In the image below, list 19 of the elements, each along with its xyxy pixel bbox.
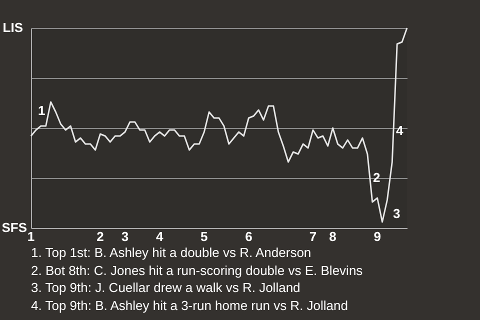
annotation: 1 <box>38 103 46 118</box>
x-tick-label: 2 <box>96 229 104 244</box>
text: 4. Top 9th: B. Ashley hit a 3-run home run vs R. Jolland <box>31 298 348 313</box>
x-tick-label: 7 <box>309 229 317 244</box>
annotation: 3 <box>393 206 400 221</box>
text: 2. Bot 8th: C. Jones hit a run-scoring double vs E. Blevins <box>31 262 363 278</box>
text: SFS <box>2 220 27 235</box>
text: 3. Top 9th: J. Cuellar drew a walk vs R. Jolland <box>31 280 300 296</box>
text: LIS <box>2 20 23 35</box>
x-tick-label: 9 <box>374 229 381 244</box>
x-tick-label: 5 <box>200 229 208 244</box>
text: 1. Top 1st: B. Ashley hit a double vs R. Anderson <box>31 245 312 260</box>
annotation: 4 <box>396 123 404 138</box>
annotation: 2 <box>373 170 380 185</box>
x-tick-label: 1 <box>27 229 35 244</box>
x-tick-label: 3 <box>121 229 129 244</box>
x-tick-label: 4 <box>156 229 164 244</box>
x-tick-label: 6 <box>245 229 252 244</box>
x-tick-label: 8 <box>329 229 336 244</box>
